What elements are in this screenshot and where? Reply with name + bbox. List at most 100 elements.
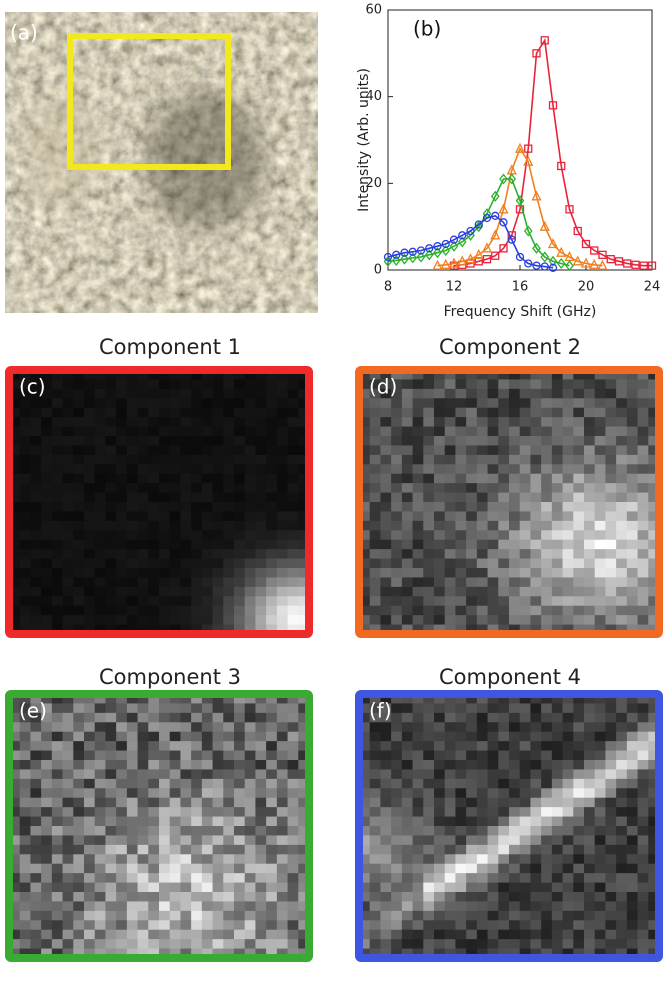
pixel [127, 864, 138, 874]
pixel [488, 587, 499, 597]
pixel [245, 445, 256, 455]
pixel [20, 826, 31, 836]
pixel [223, 502, 234, 512]
pixel [434, 845, 445, 855]
pixel [413, 788, 424, 798]
pixel [595, 722, 606, 732]
pixel [627, 939, 638, 949]
pixel [466, 549, 477, 559]
pixel [434, 493, 445, 503]
pixel [84, 713, 95, 723]
pixel [159, 939, 170, 949]
pixel [148, 939, 159, 949]
pixel [573, 549, 584, 559]
pixel [455, 389, 466, 399]
pixel [95, 389, 106, 399]
pixel [20, 807, 31, 817]
pixel [148, 464, 159, 474]
pixel [413, 741, 424, 751]
pixel [138, 587, 149, 597]
pixel [73, 464, 84, 474]
pixel [245, 854, 256, 864]
pixel [573, 474, 584, 484]
panel-b: (b) Frequency Shift (GHz) Intensity (Arb… [356, 3, 660, 321]
pixel [73, 427, 84, 437]
pixel [498, 817, 509, 827]
pixel [573, 408, 584, 418]
pixel [277, 540, 288, 550]
pixel [627, 379, 638, 389]
pixel [466, 587, 477, 597]
pixel [170, 587, 181, 597]
pixel [466, 389, 477, 399]
pixel [423, 939, 434, 949]
pixel [234, 511, 245, 521]
pixel [380, 596, 391, 606]
pixel [477, 751, 488, 761]
pixel [170, 835, 181, 845]
pixel [391, 817, 402, 827]
pixel [520, 713, 531, 723]
pixel [30, 873, 41, 883]
pixel [595, 930, 606, 940]
pixel [530, 436, 541, 446]
pixel [105, 493, 116, 503]
pixel [41, 436, 52, 446]
pixel [288, 493, 299, 503]
pixel [180, 807, 191, 817]
pixel [277, 549, 288, 559]
pixel [573, 751, 584, 761]
pixel [380, 483, 391, 493]
pixel [191, 577, 202, 587]
pixel [95, 455, 106, 465]
pixel [127, 398, 138, 408]
pixel [498, 939, 509, 949]
plot-frame [388, 10, 652, 270]
pixel [20, 540, 31, 550]
pixel [95, 417, 106, 427]
pixel [380, 901, 391, 911]
pixel [73, 568, 84, 578]
pixel [584, 845, 595, 855]
pixel [223, 577, 234, 587]
pixel [73, 769, 84, 779]
pixel [84, 521, 95, 531]
pixel [20, 445, 31, 455]
pixel [402, 892, 413, 902]
pixel [277, 521, 288, 531]
pixel [148, 511, 159, 521]
pixel [245, 892, 256, 902]
pixel [595, 493, 606, 503]
pixel [223, 615, 234, 625]
pixel [380, 892, 391, 902]
pixel [434, 587, 445, 597]
pixel [455, 445, 466, 455]
pixel [84, 760, 95, 770]
pixel [573, 530, 584, 540]
pixel [245, 703, 256, 713]
pixel [245, 826, 256, 836]
pixel [84, 455, 95, 465]
pixel [627, 511, 638, 521]
pixel [509, 559, 520, 569]
pixel [234, 587, 245, 597]
pixel [116, 559, 127, 569]
pixel [627, 427, 638, 437]
pixel [616, 577, 627, 587]
pixel [105, 559, 116, 569]
pixel [509, 779, 520, 789]
pixel [584, 741, 595, 751]
pixel [445, 845, 456, 855]
pixel [105, 883, 116, 893]
pixel [380, 873, 391, 883]
pixel [95, 920, 106, 930]
pixel [423, 493, 434, 503]
pixel [116, 798, 127, 808]
pixel [148, 436, 159, 446]
pixel [255, 901, 266, 911]
pixel [180, 817, 191, 827]
pixel [41, 540, 52, 550]
pixel [530, 398, 541, 408]
pixel [20, 417, 31, 427]
pixel [191, 483, 202, 493]
